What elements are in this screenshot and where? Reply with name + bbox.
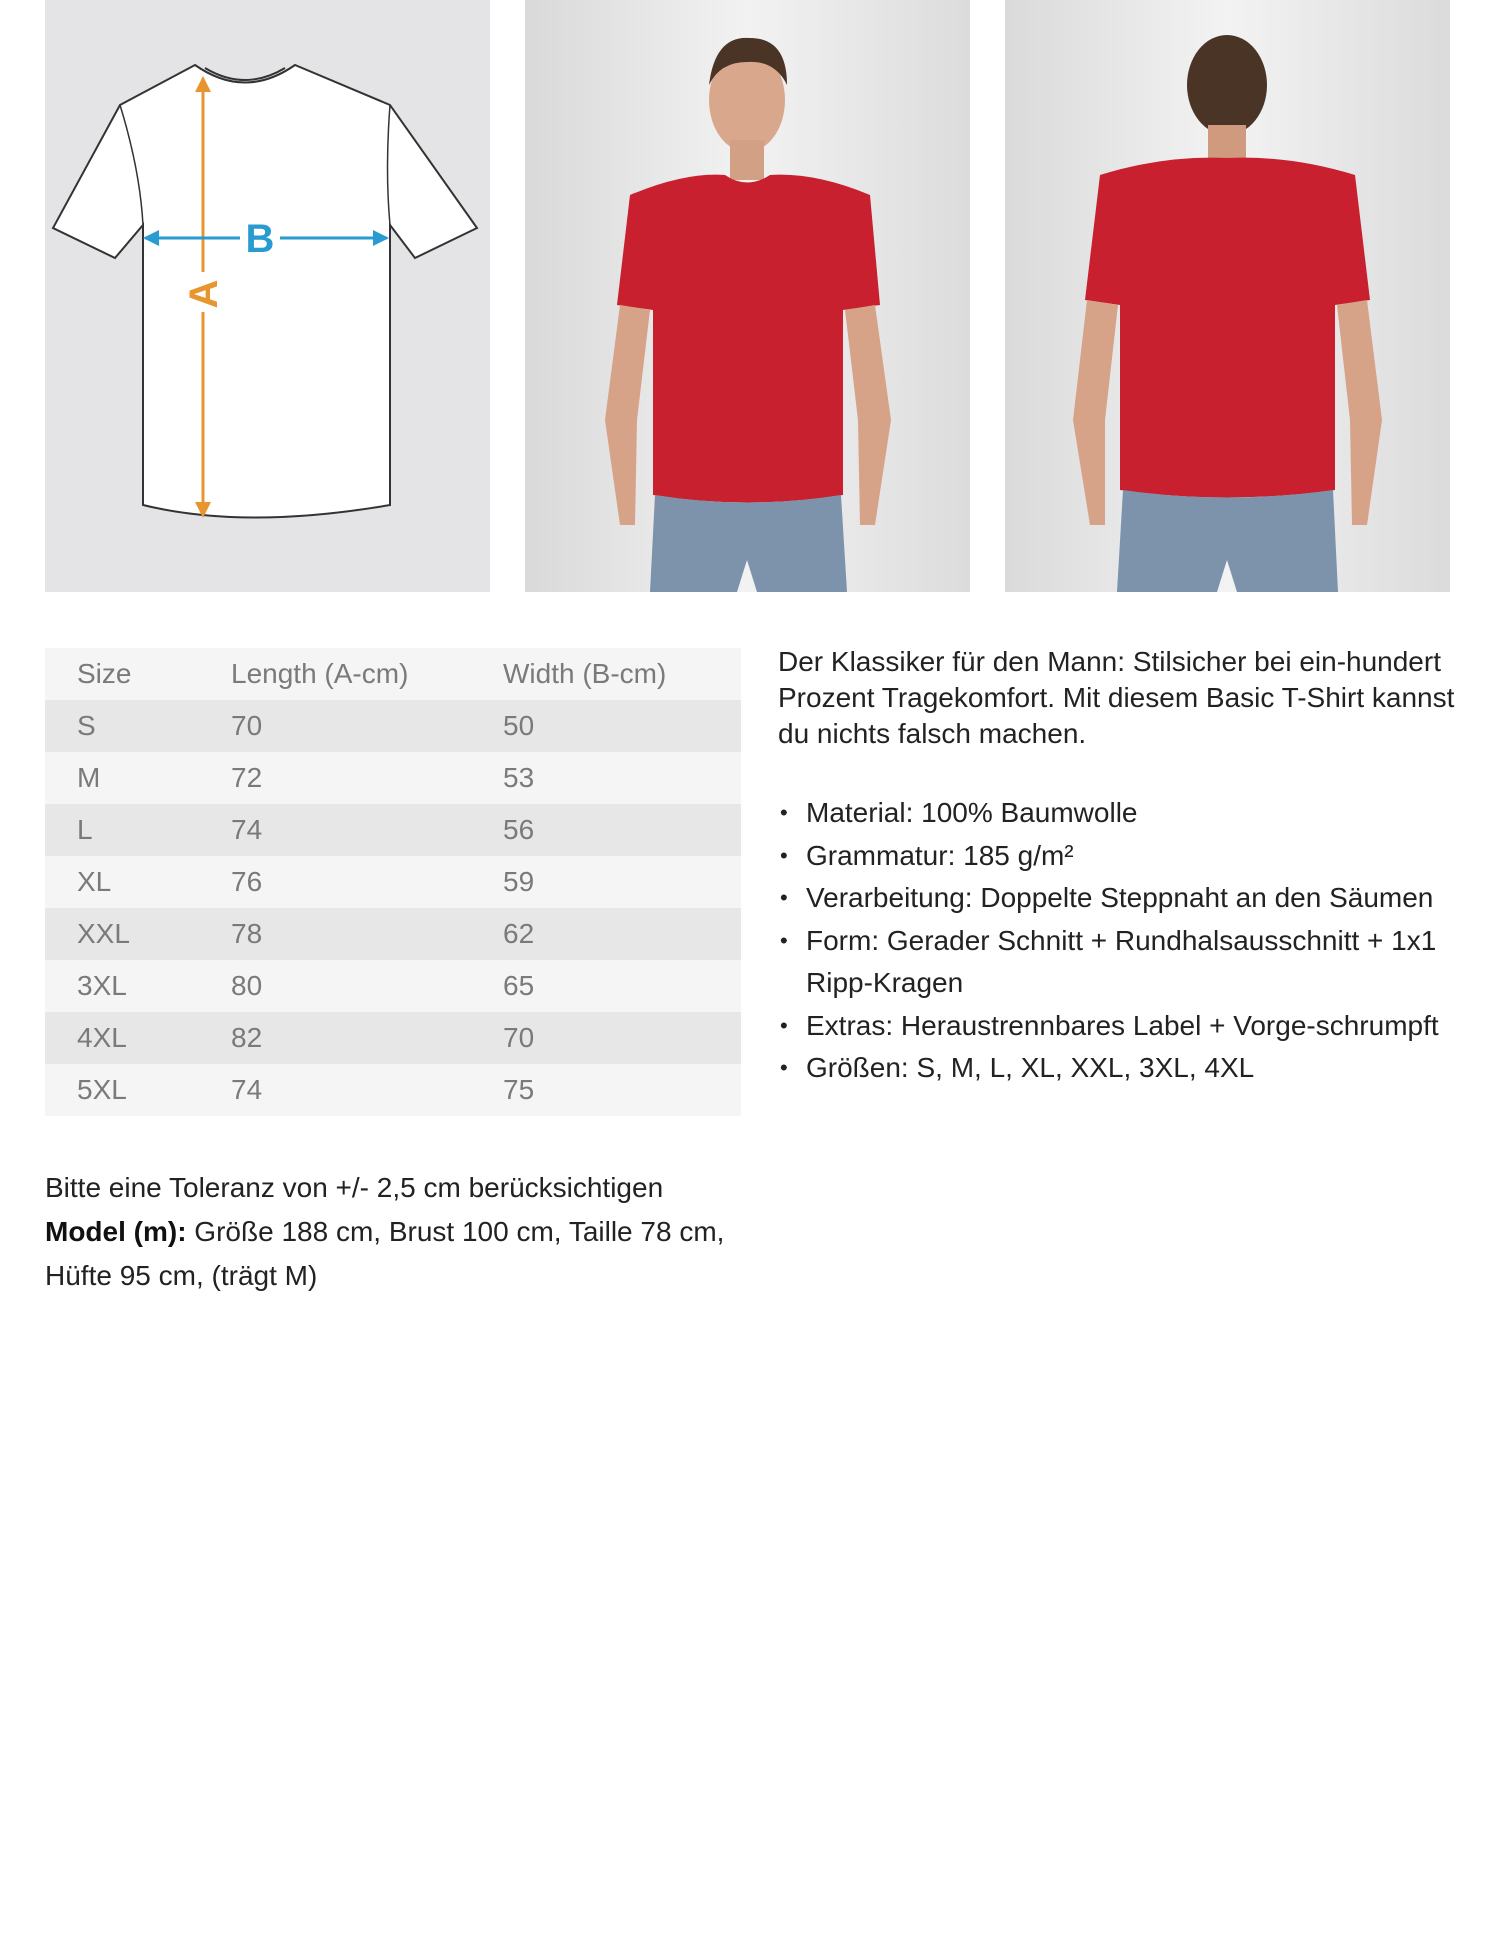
width-cell: Width (B-cm)	[503, 658, 667, 689]
length-cell: 70	[231, 710, 263, 741]
size-cell: 5XL	[77, 1074, 127, 1105]
size-cell: XL	[77, 866, 112, 897]
size-cell: XXL	[77, 918, 130, 949]
size-cell: S	[77, 710, 96, 741]
model-front-photo	[525, 0, 970, 592]
label-a: A	[182, 280, 226, 309]
width-cell: 75	[503, 1074, 535, 1105]
size-cell: L	[77, 814, 93, 845]
table-row: L 74 56	[45, 804, 741, 856]
size-cell: 4XL	[77, 1022, 127, 1053]
table-row: 5XL 74 75	[45, 1064, 741, 1116]
table-header: Size Length (A-cm) Width (B-cm)	[45, 648, 741, 700]
table-row: XXL 78 62	[45, 908, 741, 960]
width-cell: 56	[503, 814, 535, 845]
size-notes: Bitte eine Toleranz von +/- 2,5 cm berüc…	[45, 1166, 765, 1298]
length-cell: 76	[231, 866, 263, 897]
tshirt-outline-icon: B A	[51, 63, 479, 519]
length-cell: 72	[231, 762, 263, 793]
feature-item: Größen: S, M, L, XL, XXL, 3XL, 4XL	[778, 1047, 1458, 1090]
model-info: Model (m): Größe 188 cm, Brust 100 cm, T…	[45, 1210, 765, 1298]
feature-item: Verarbeitung: Doppelte Steppnaht an den …	[778, 877, 1458, 920]
width-cell: 50	[503, 710, 535, 741]
width-cell: 53	[503, 762, 535, 793]
size-cell: M	[77, 762, 101, 793]
table-row: XL 76 59	[45, 856, 741, 908]
size-cell: 3XL	[77, 970, 127, 1001]
feature-item: Form: Gerader Schnitt + Rundhalsausschni…	[778, 920, 1458, 1005]
model-back-photo	[1005, 0, 1450, 592]
length-cell: 78	[231, 918, 263, 949]
length-cell: 74	[231, 814, 263, 845]
length-cell: 74	[231, 1074, 263, 1105]
feature-list: Material: 100% BaumwolleGrammatur: 185 g…	[778, 792, 1458, 1090]
length-cell: 82	[231, 1022, 263, 1053]
table-row: 4XL 82 70	[45, 1012, 741, 1064]
label-b: B	[246, 217, 275, 261]
width-cell: 65	[503, 970, 535, 1001]
feature-item: Material: 100% Baumwolle	[778, 792, 1458, 835]
width-cell: 62	[503, 918, 535, 949]
length-cell: Length (A-cm)	[231, 658, 409, 689]
table-row: 3XL 80 65	[45, 960, 741, 1012]
table-row: S 70 50	[45, 700, 741, 752]
feature-item: Extras: Heraustrennbares Label + Vorge-s…	[778, 1005, 1458, 1048]
model-label: Model (m):	[45, 1216, 187, 1247]
feature-item: Grammatur: 185 g/m²	[778, 835, 1458, 878]
table-row: M 72 53	[45, 752, 741, 804]
size-table: Size Length (A-cm) Width (B-cm) S 70 50 M 72 53 L…	[45, 648, 741, 1116]
model-text: Größe 188 cm, Brust 100 cm, Taille 78 cm…	[45, 1216, 725, 1291]
tolerance-note: Bitte eine Toleranz von +/- 2,5 cm berüc…	[45, 1172, 664, 1203]
product-description: Der Klassiker für den Mann: Stilsicher b…	[778, 646, 1455, 749]
length-cell: 80	[231, 970, 263, 1001]
width-cell: 59	[503, 866, 535, 897]
size-cell: Size	[77, 658, 132, 689]
size-diagram: B A	[45, 0, 490, 592]
width-cell: 70	[503, 1022, 535, 1053]
